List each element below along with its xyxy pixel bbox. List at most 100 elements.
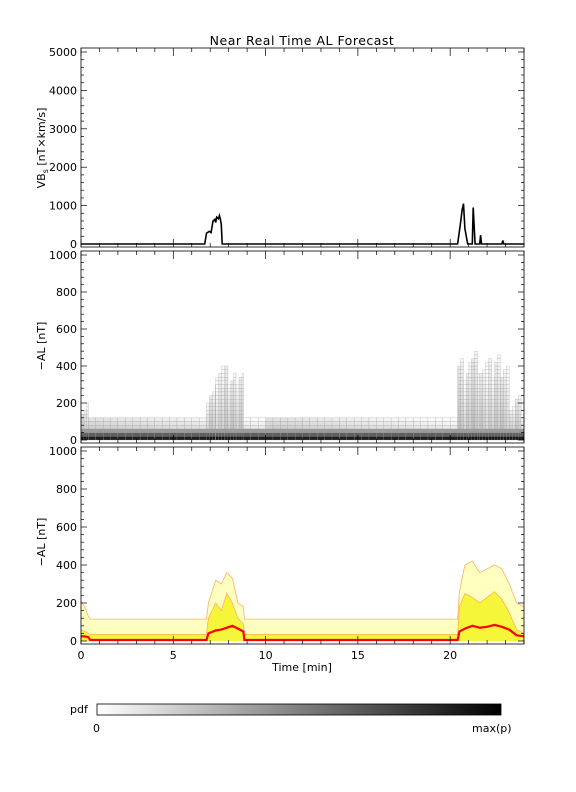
heatmap-cell	[218, 399, 222, 404]
heatmap-cell	[427, 425, 436, 430]
heatmap-cell	[88, 425, 96, 430]
heatmap-cell	[514, 417, 519, 422]
al-pdf-ytick-label: 800	[56, 286, 77, 299]
heatmap-cell	[212, 406, 216, 411]
heatmap-cell	[457, 417, 461, 422]
heatmap-cell	[383, 432, 392, 437]
heatmap-cell	[103, 436, 111, 441]
heatmap-cell	[474, 373, 478, 378]
heatmap-cell	[497, 406, 501, 411]
heatmap-cell	[457, 391, 461, 396]
heatmap-cell	[466, 373, 469, 378]
heatmap-cell	[506, 376, 510, 381]
heatmap-cell	[503, 369, 507, 374]
heatmap-cell	[457, 436, 461, 441]
heatmap-cell	[466, 428, 469, 433]
colorbar-gradient	[96, 703, 502, 716]
heatmap-cell	[514, 432, 519, 437]
heatmap-cell	[230, 432, 235, 437]
heatmap-cell	[235, 436, 240, 441]
colorbar-max-label: max(p)	[472, 722, 512, 735]
heatmap-cell	[460, 399, 464, 404]
heatmap-cell	[235, 417, 240, 422]
heatmap-cell	[474, 436, 478, 441]
heatmap-cell	[413, 436, 421, 441]
heatmap-cell	[494, 391, 498, 396]
heatmap-cell	[479, 373, 483, 378]
heatmap-cell	[503, 388, 507, 393]
heatmap-cell	[198, 421, 207, 426]
heatmap-cell	[238, 402, 243, 407]
heatmap-cell	[497, 421, 501, 426]
heatmap-cell	[80, 413, 85, 418]
heatmap-cell	[413, 432, 421, 437]
heatmap-cell	[233, 380, 237, 385]
heatmap-cell	[224, 388, 229, 393]
heatmap-cell	[497, 410, 501, 415]
heatmap-cell	[500, 395, 504, 400]
heatmap-cell	[272, 421, 281, 426]
heatmap-cell	[474, 399, 478, 404]
heatmap-cell	[309, 428, 318, 433]
heatmap-cell	[463, 406, 467, 411]
heatmap-cell	[258, 436, 266, 441]
heatmap-cell	[398, 436, 407, 441]
heatmap-cell	[494, 417, 498, 422]
al-pdf-axis-label: −AL [nT]	[35, 322, 48, 371]
heatmap-cell	[218, 376, 222, 381]
heatmap-cell	[477, 425, 480, 430]
heatmap-cell	[491, 421, 495, 426]
heatmap-cell	[500, 388, 504, 393]
heatmap-cell	[488, 428, 492, 433]
heatmap-cell	[509, 425, 513, 430]
heatmap-cell	[514, 428, 519, 433]
heatmap-cell	[509, 432, 513, 437]
heatmap-cell	[517, 425, 522, 430]
heatmap-cell	[479, 406, 483, 411]
heatmap-cell	[485, 410, 489, 415]
heatmap-cell	[132, 428, 141, 433]
heatmap-cell	[506, 388, 510, 393]
heatmap-cell	[457, 395, 461, 400]
heatmap-cell	[405, 417, 414, 422]
heatmap-cell	[482, 425, 486, 430]
heatmap-cell	[485, 428, 489, 433]
heatmap-cell	[514, 436, 519, 441]
heatmap-cell	[520, 421, 525, 426]
heatmap-cell	[221, 428, 225, 433]
heatmap-cell	[482, 406, 486, 411]
heatmap-cell	[509, 413, 513, 418]
heatmap-cell	[221, 376, 225, 381]
heatmap-cell	[427, 417, 436, 422]
heatmap-cell	[209, 417, 213, 422]
heatmap-cell	[117, 428, 126, 433]
heatmap-cell	[238, 421, 243, 426]
heatmap-cell	[503, 406, 507, 411]
heatmap-cell	[466, 399, 469, 404]
heatmap-cell	[463, 388, 467, 393]
heatmap-cell	[457, 380, 461, 385]
heatmap-cell	[86, 417, 89, 422]
heatmap-cell	[302, 425, 311, 430]
heatmap-cell	[485, 402, 489, 407]
heatmap-cell	[221, 410, 225, 415]
heatmap-cell	[125, 425, 133, 430]
heatmap-cell	[442, 421, 451, 426]
heatmap-cell	[514, 410, 519, 415]
heatmap-cell	[488, 417, 492, 422]
heatmap-cell	[471, 369, 475, 374]
heatmap-cell	[230, 380, 235, 385]
heatmap-cell	[497, 425, 501, 430]
heatmap-cell	[224, 365, 229, 370]
heatmap-cell	[198, 432, 207, 437]
al-forecast-ytick-label: 1000	[49, 445, 77, 458]
heatmap-cell	[506, 421, 510, 426]
al-forecast-axis-label: −AL [nT]	[35, 518, 48, 567]
heatmap-cell	[474, 410, 478, 415]
heatmap-cell	[241, 410, 244, 415]
heatmap-cell	[272, 436, 281, 441]
heatmap-cell	[390, 428, 399, 433]
heatmap-cell	[457, 373, 461, 378]
heatmap-cell	[491, 413, 495, 418]
heatmap-cell	[110, 417, 119, 422]
